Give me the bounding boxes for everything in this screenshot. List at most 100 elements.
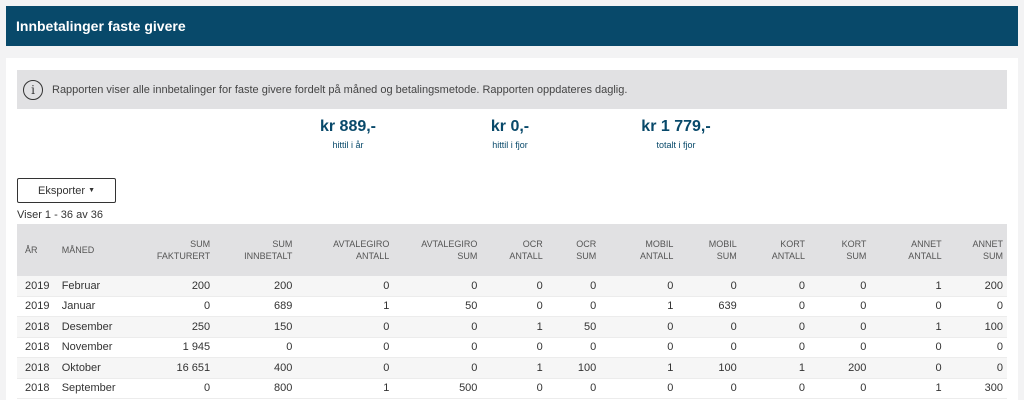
stat-value: kr 889,- (319, 118, 377, 135)
table-cell: Desember (61, 320, 113, 333)
table-cell: 0 (471, 341, 478, 354)
page-header: Innbetalinger faste givere (6, 6, 1018, 46)
table-cell: 250 (191, 320, 211, 333)
table-row: 2019 Januar 0 689 1 50 0 0 1 639 0 0 0 0 (17, 297, 1007, 317)
table-cell: 0 (536, 341, 543, 354)
table-cell: 689 (273, 300, 293, 313)
table-cell: 1 (667, 361, 674, 374)
table-cell: 16 651 (176, 361, 211, 374)
report-card: i Rapporten viser alle innbetalinger for… (6, 58, 1018, 400)
row-count-text: Viser 1 - 36 av 36 (17, 209, 104, 221)
table-cell: 0 (590, 300, 597, 313)
table-cell: 0 (204, 300, 211, 313)
table-cell: 0 (730, 341, 737, 354)
table-cell: 0 (471, 320, 478, 333)
table-cell: 0 (667, 279, 674, 292)
column-header[interactable]: AVTALEGIRO ANTALL (333, 239, 390, 261)
table-cell: 2019 (25, 300, 50, 313)
info-icon: i (23, 79, 43, 100)
table-cell: 0 (383, 279, 390, 292)
table-cell: 50 (583, 320, 597, 333)
column-header[interactable]: ANNET SUM (972, 239, 1004, 261)
table-cell: 0 (536, 382, 543, 395)
table-cell: 0 (286, 341, 293, 354)
table-cell: Januar (61, 300, 96, 313)
table-cell: 0 (860, 320, 867, 333)
table-body: 2019 Februar 200 200 0 0 0 0 0 0 0 0 1 200 2019 Januar 0… (17, 276, 1007, 399)
table-row: 2018 Oktober 16 651 400 0 0 1 100 1 100 1 200 0 0 (17, 358, 1007, 379)
column-header[interactable]: KORT ANTALL (771, 239, 806, 261)
table-cell: 1 (536, 320, 543, 333)
table-cell: 100 (984, 320, 1004, 333)
table-cell: 2018 (25, 382, 50, 395)
column-header[interactable]: OCR ANTALL (509, 239, 543, 261)
stat-label: totalt i fjor (656, 140, 696, 150)
table-cell: 0 (590, 279, 597, 292)
table-cell: 2018 (25, 361, 50, 374)
table-cell: 0 (860, 279, 867, 292)
table-cell: 0 (471, 279, 478, 292)
table-cell: 639 (718, 300, 737, 313)
table-cell: 0 (667, 320, 674, 333)
table-cell: 0 (798, 300, 806, 313)
column-header[interactable]: ÅR (25, 245, 38, 255)
table-cell: 0 (536, 279, 543, 292)
table-row: 2018 Desember 250 150 0 0 1 50 0 0 0 0 1 100 (17, 317, 1007, 338)
column-header[interactable]: KORT SUM (841, 239, 867, 261)
payments-table: ÅR MÅNED SUM FAKTURERT SUM INNBETALT AVTALEGIR… (17, 224, 1007, 399)
table-cell: 0 (860, 382, 867, 395)
column-header[interactable]: OCR SUM (576, 239, 597, 261)
table-cell: 1 (935, 382, 942, 395)
table-cell: 0 (204, 382, 211, 395)
table-cell: 0 (798, 341, 806, 354)
table-cell: 0 (860, 300, 867, 313)
column-header[interactable]: ANNET ANTALL (908, 239, 942, 261)
stat-last-year-to-date: kr 0,- hittil i fjor (430, 118, 590, 150)
table-cell: 1 (798, 361, 806, 374)
table-cell: 200 (848, 361, 867, 374)
column-header[interactable]: MOBIL SUM (708, 239, 737, 261)
table-cell: 0 (590, 341, 597, 354)
table-cell: 0 (730, 320, 737, 333)
table-row: 2018 November 1 945 0 0 0 0 0 0 0 0 0 0 0 (17, 338, 1007, 358)
column-header[interactable]: MÅNED (61, 245, 95, 255)
table-cell: 2018 (25, 341, 50, 354)
table-cell: 0 (471, 361, 478, 374)
stat-label: hittil i fjor (492, 140, 528, 150)
column-header[interactable]: SUM INNBETALT (244, 239, 293, 261)
table-cell: 0 (935, 341, 942, 354)
table-cell: 0 (860, 341, 867, 354)
table-cell: 0 (798, 382, 806, 395)
table-cell: 800 (273, 382, 293, 395)
table-cell: 0 (383, 341, 390, 354)
table-cell: 0 (996, 361, 1004, 374)
table-cell: 150 (273, 320, 293, 333)
table-cell: 0 (996, 300, 1004, 313)
table-cell: 1 (667, 300, 674, 313)
table-cell: 50 (465, 300, 478, 313)
stat-label: hittil i år (332, 140, 364, 150)
table-cell: 1 (935, 279, 942, 292)
table-cell: 300 (984, 382, 1004, 395)
table-row: 2018 September 0 800 1 500 0 0 0 0 0 0 1 300 (17, 379, 1007, 399)
table-cell: 1 (383, 300, 390, 313)
table-cell: 0 (383, 361, 390, 374)
page-title: Innbetalinger faste givere (16, 18, 186, 34)
export-button[interactable]: Eksporter ▼ (17, 178, 116, 203)
table-header: ÅR MÅNED SUM FAKTURERT SUM INNBETALT AVTALEGIR… (17, 224, 1007, 276)
table-cell: 500 (459, 382, 478, 395)
info-banner: i Rapporten viser alle innbetalinger for… (17, 70, 1007, 109)
table-cell: 0 (667, 341, 674, 354)
column-header[interactable]: SUM FAKTURERT (156, 239, 211, 261)
table-cell: 1 (383, 382, 390, 395)
table-cell: 2018 (25, 320, 50, 333)
table-cell: 100 (718, 361, 737, 374)
column-header[interactable]: AVTALEGIRO SUM (421, 239, 478, 261)
table-cell: 200 (273, 279, 293, 292)
column-header[interactable]: MOBIL ANTALL (640, 239, 674, 261)
table-cell: 0 (996, 341, 1004, 354)
table-cell: 100 (577, 361, 597, 374)
table-cell: 200 (984, 279, 1004, 292)
table-cell: 0 (536, 300, 543, 313)
table-cell: 0 (935, 361, 942, 374)
